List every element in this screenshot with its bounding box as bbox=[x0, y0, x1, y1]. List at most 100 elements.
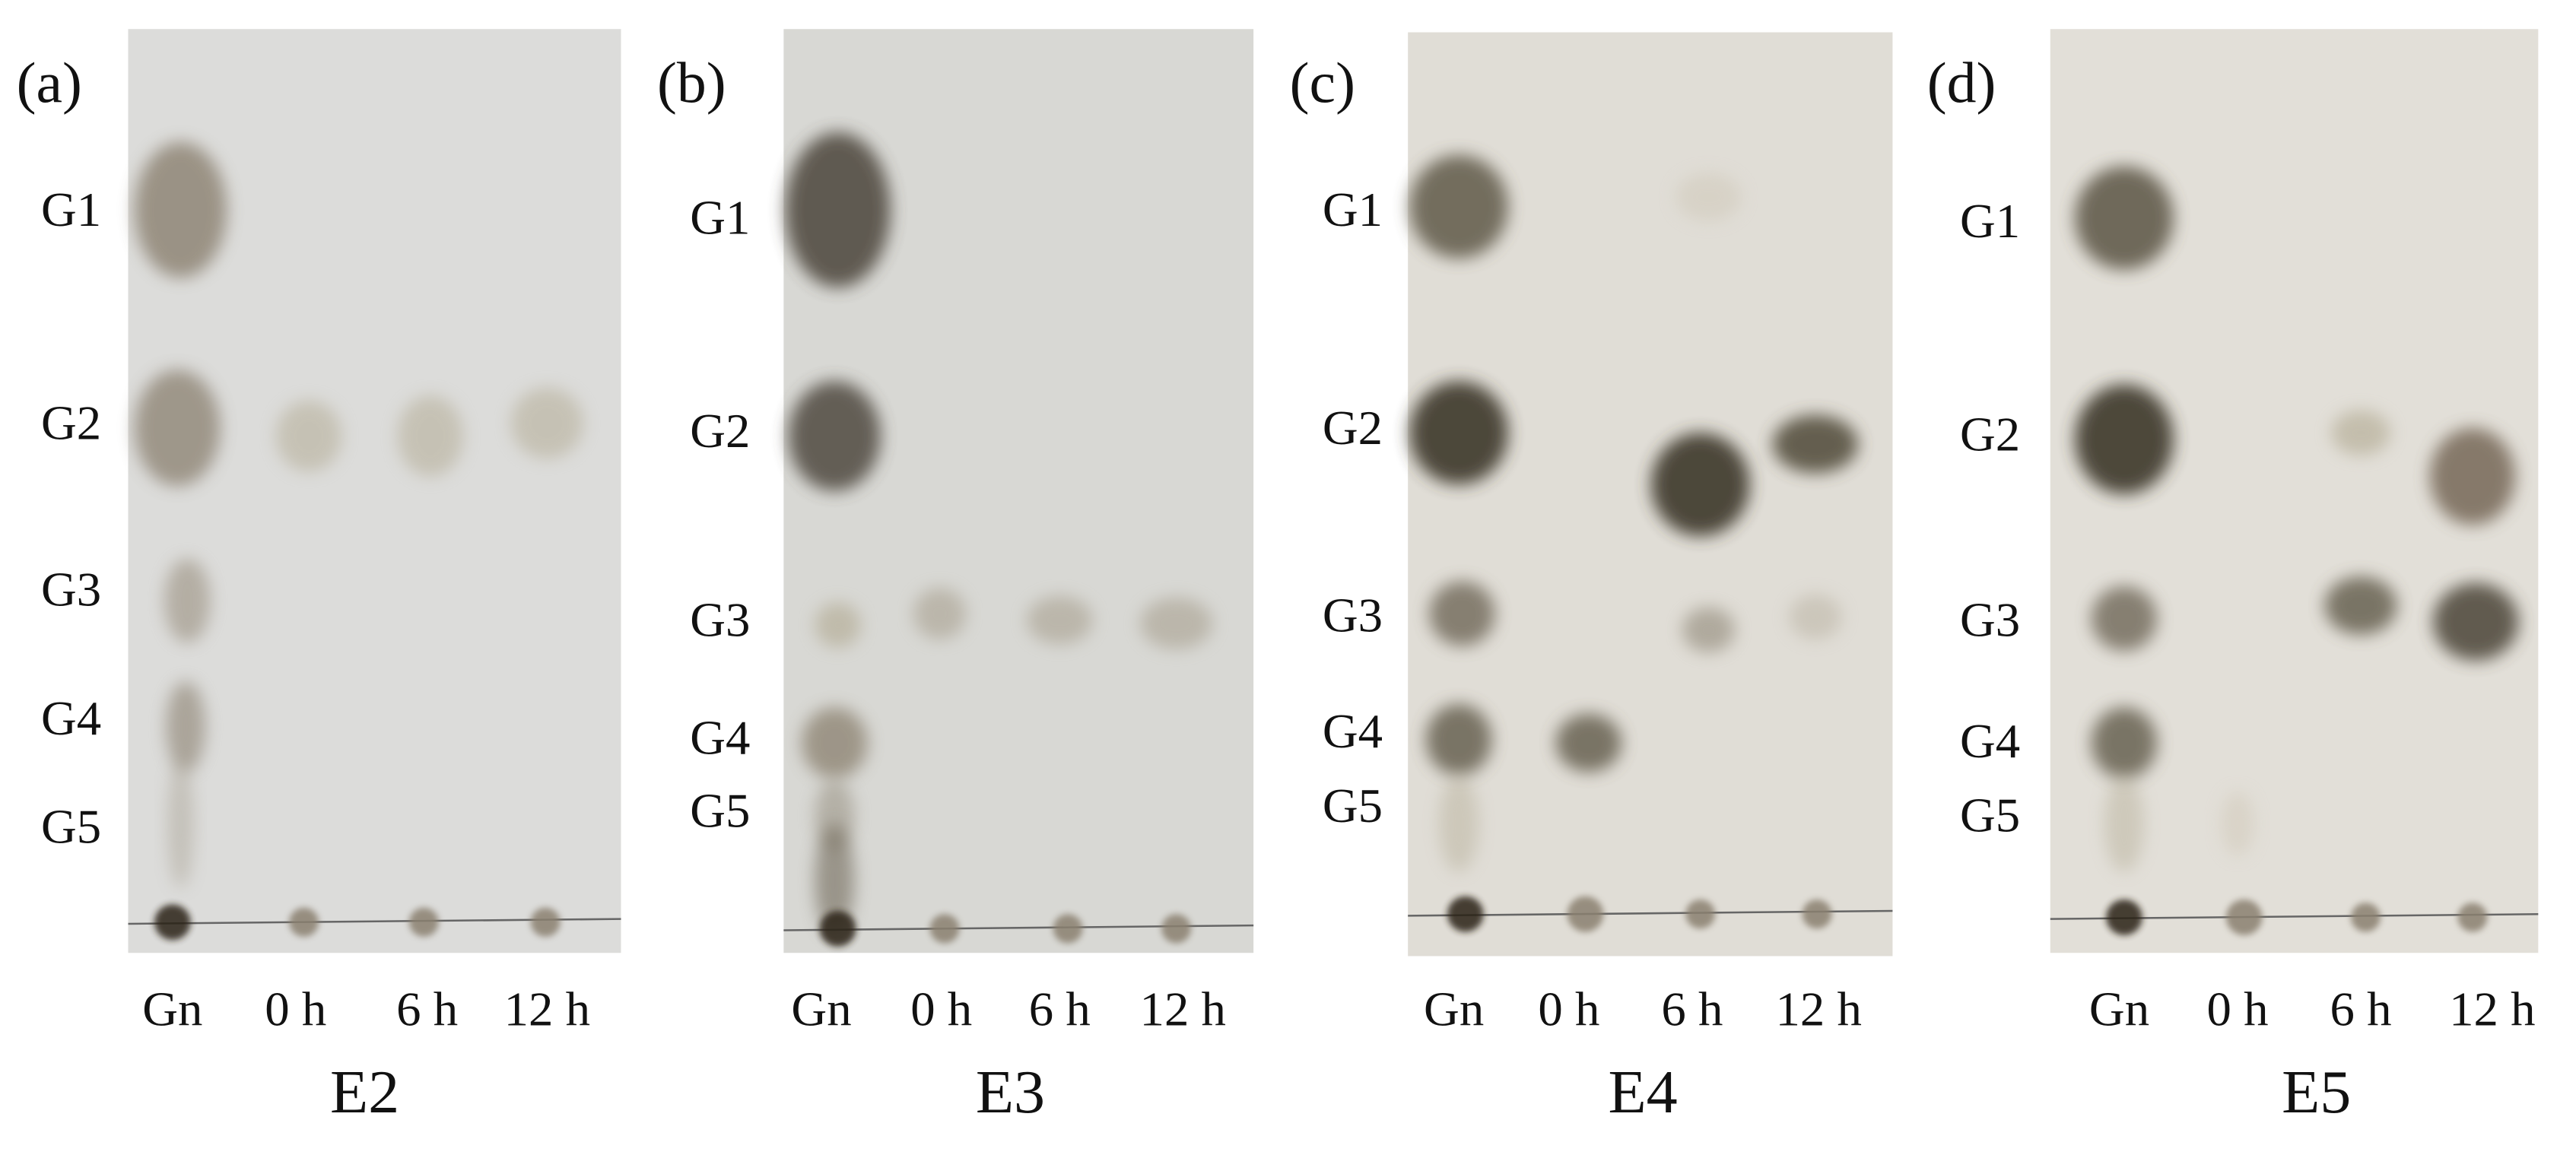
spot bbox=[1555, 713, 1622, 773]
tlc-panel: (a) G1 G2 G3 G4 G5 Gn 0 h 6 h 12 h E2 bbox=[17, 29, 621, 1126]
lane-label: 12 h bbox=[1776, 982, 1862, 1036]
row-label: G2 bbox=[41, 396, 101, 449]
lane-label: 12 h bbox=[1140, 982, 1226, 1036]
row-label: G4 bbox=[690, 711, 750, 764]
row-label: G3 bbox=[41, 563, 101, 616]
row-label: G1 bbox=[1960, 194, 2020, 247]
row-label: G5 bbox=[1960, 788, 2020, 842]
sample-spot bbox=[1567, 896, 1604, 932]
row-label: G4 bbox=[1323, 705, 1383, 758]
panel-label: (d) bbox=[1927, 50, 1996, 115]
spot bbox=[815, 823, 855, 937]
row-label: G4 bbox=[41, 692, 101, 745]
spot bbox=[1425, 704, 1492, 776]
spot bbox=[1772, 414, 1859, 474]
spot bbox=[788, 381, 881, 491]
sample-spot bbox=[1161, 914, 1192, 944]
lane-label: 0 h bbox=[1538, 982, 1599, 1036]
row-label: G1 bbox=[690, 191, 750, 244]
sample-spot bbox=[530, 907, 561, 937]
row-label: G3 bbox=[690, 593, 750, 646]
sample-spot bbox=[408, 907, 439, 937]
spot bbox=[1409, 154, 1508, 259]
enzyme-label: E4 bbox=[1608, 1058, 1677, 1126]
spot bbox=[1650, 433, 1750, 537]
spot bbox=[166, 681, 206, 773]
row-label: G4 bbox=[1960, 714, 2020, 767]
row-label: G3 bbox=[1323, 589, 1383, 642]
sample-spot bbox=[2225, 899, 2263, 935]
spot bbox=[2429, 427, 2516, 525]
sample-spot bbox=[2351, 903, 2381, 932]
lane-label: Gn bbox=[2089, 982, 2149, 1036]
panel-label: (a) bbox=[17, 50, 82, 115]
sample-spot bbox=[1053, 914, 1083, 944]
spot bbox=[1676, 173, 1742, 222]
row-label: G1 bbox=[41, 183, 101, 236]
lane-label: 12 h bbox=[504, 982, 590, 1036]
lane-label: Gn bbox=[791, 982, 851, 1036]
spot bbox=[135, 141, 227, 278]
spot bbox=[397, 395, 464, 477]
lane-label: 6 h bbox=[1029, 982, 1091, 1036]
spot bbox=[802, 707, 868, 779]
spot bbox=[1682, 607, 1736, 653]
spot bbox=[2104, 775, 2144, 873]
enzyme-label: E2 bbox=[330, 1058, 399, 1126]
spot bbox=[2075, 166, 2174, 270]
spot bbox=[1409, 381, 1508, 485]
sample-spot bbox=[1685, 899, 1716, 929]
spot bbox=[275, 400, 342, 472]
lane-label: 0 h bbox=[910, 982, 972, 1036]
spot bbox=[1140, 597, 1213, 649]
spot bbox=[167, 759, 194, 889]
spot bbox=[2091, 586, 2158, 652]
sample-spot bbox=[289, 907, 319, 937]
lane-label: Gn bbox=[142, 982, 202, 1036]
panel-label: (b) bbox=[657, 50, 726, 115]
row-label: G3 bbox=[1960, 593, 2020, 646]
row-label: G1 bbox=[1323, 183, 1383, 236]
panel-label: (c) bbox=[1290, 50, 1355, 115]
sample-spot bbox=[154, 904, 191, 941]
sample-spot bbox=[1802, 899, 1832, 929]
spot bbox=[2075, 384, 2174, 494]
row-label: G5 bbox=[690, 784, 750, 837]
lane-label: 12 h bbox=[2449, 982, 2535, 1036]
lane-label: 6 h bbox=[2330, 982, 2392, 1036]
spot bbox=[510, 387, 583, 459]
spot bbox=[785, 132, 891, 288]
lane-label: Gn bbox=[1424, 982, 1484, 1036]
tlc-panel: (b) G1 G2 G3 G4 G5 Gn 0 h 6 h 12 h E3 bbox=[657, 29, 1254, 1126]
row-label: G5 bbox=[41, 800, 101, 853]
spot bbox=[815, 602, 861, 648]
tlc-panel: (d) G1 G2 G3 G4 G5 Gn 0 h 6 h 12 h E5 bbox=[1927, 29, 2539, 1126]
lane-label: 0 h bbox=[2207, 982, 2269, 1036]
row-label: G2 bbox=[1960, 408, 2020, 461]
enzyme-label: E5 bbox=[2282, 1058, 2351, 1126]
spot bbox=[2091, 707, 2158, 779]
spot bbox=[2221, 791, 2254, 856]
sample-spot bbox=[929, 914, 960, 944]
spot bbox=[2433, 582, 2519, 661]
spot bbox=[2324, 576, 2397, 635]
spot bbox=[913, 588, 967, 640]
lane-label: 6 h bbox=[1661, 982, 1723, 1036]
row-label: G5 bbox=[1323, 779, 1383, 832]
sample-spot bbox=[819, 911, 856, 947]
sample-spot bbox=[2457, 903, 2488, 932]
spot bbox=[1789, 594, 1842, 640]
spot bbox=[164, 558, 211, 643]
spot bbox=[1027, 595, 1093, 645]
enzyme-label: E3 bbox=[976, 1058, 1045, 1126]
sample-spot bbox=[2106, 899, 2142, 935]
spot bbox=[2331, 410, 2390, 456]
spot bbox=[135, 370, 221, 487]
lane-label: 0 h bbox=[265, 982, 326, 1036]
lane-label: 6 h bbox=[396, 982, 458, 1036]
sample-spot bbox=[1447, 896, 1484, 932]
spot bbox=[1429, 581, 1495, 646]
row-label: G2 bbox=[1323, 401, 1383, 454]
